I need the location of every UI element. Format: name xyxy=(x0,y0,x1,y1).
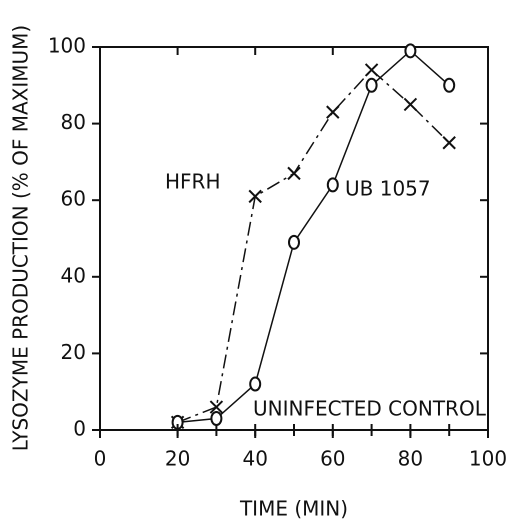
marker-x xyxy=(248,189,262,204)
y-tick-label: 60 xyxy=(61,187,86,211)
marker-plus xyxy=(288,424,300,436)
y-axis-label: LYSOZYME PRODUCTION (% OF MAXIMUM) xyxy=(9,25,33,451)
marker-x xyxy=(442,136,456,150)
marker-x xyxy=(403,97,418,112)
x-tick-label: 60 xyxy=(320,447,345,471)
y-tick-label: 80 xyxy=(61,110,86,134)
series-line xyxy=(177,68,450,424)
marker-circle xyxy=(443,77,456,93)
marker-circle xyxy=(326,177,339,193)
marker-x xyxy=(287,166,301,181)
series-label: HFRH xyxy=(165,170,220,194)
x-tick-label: 80 xyxy=(398,447,423,471)
series-line xyxy=(177,49,450,424)
marker-circle xyxy=(365,77,378,93)
x-tick-label: 0 xyxy=(94,447,107,471)
x-tick-label: 40 xyxy=(242,447,267,471)
x-tick-label: 20 xyxy=(165,447,190,471)
marker-plus xyxy=(210,424,223,436)
y-tick-label: 20 xyxy=(61,340,86,364)
y-tick-label: 0 xyxy=(73,417,86,441)
y-tick-label: 40 xyxy=(61,263,86,287)
x-axis-label: TIME (MIN) xyxy=(239,497,348,521)
marker-x xyxy=(209,400,224,414)
y-tick-label: 100 xyxy=(48,34,86,58)
marker-circle xyxy=(404,43,417,59)
marker-x xyxy=(364,63,379,77)
marker-plus xyxy=(171,424,184,436)
series-label: UNINFECTED CONTROL xyxy=(253,397,487,421)
marker-plus xyxy=(249,424,262,436)
marker-circle xyxy=(249,376,262,392)
marker-plus xyxy=(443,424,456,436)
marker-plus xyxy=(404,424,417,436)
x-tick-label: 100 xyxy=(469,447,507,471)
marker-plus xyxy=(326,424,339,436)
marker-plus xyxy=(365,424,378,436)
marker-circle xyxy=(288,234,300,250)
series-label: UB 1057 xyxy=(345,177,431,201)
marker-x xyxy=(326,105,340,119)
marker-circle xyxy=(210,411,223,427)
